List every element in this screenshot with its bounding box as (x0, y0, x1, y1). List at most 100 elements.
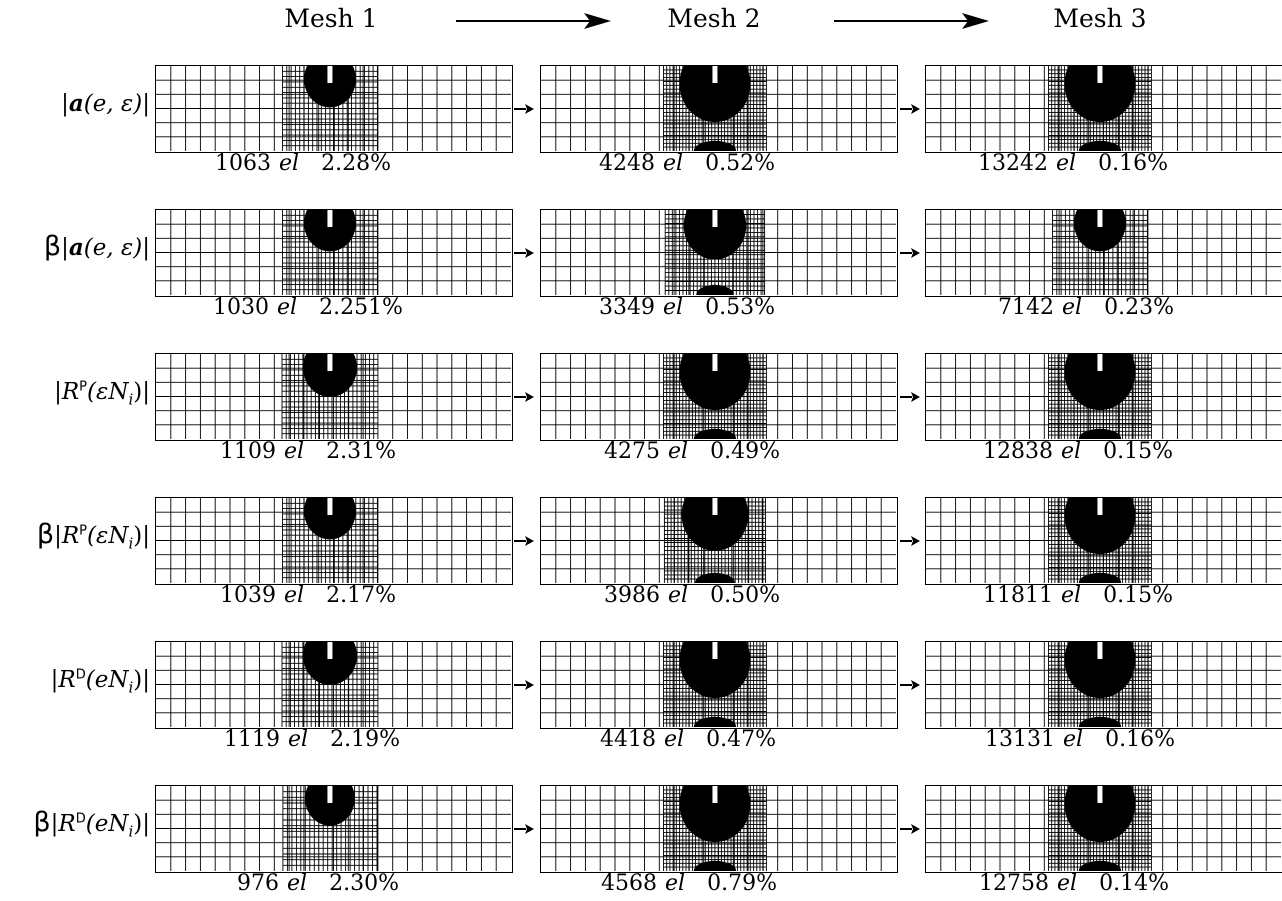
refinement-zone (1064, 642, 1136, 699)
element-count: 7142 (998, 295, 1055, 320)
label-superscript: P (79, 523, 87, 539)
element-count: 13131 (985, 727, 1056, 752)
mesh-panel-row5-col2 (540, 641, 898, 729)
beta-symbol: β (33, 807, 51, 838)
element-unit: el (1056, 151, 1077, 176)
element-unit: el (664, 727, 685, 752)
error-percent: 2.17% (326, 583, 396, 608)
beta-symbol: β (36, 519, 55, 550)
refinement-zone (679, 354, 751, 411)
label-symbol: R (61, 523, 80, 549)
refinement-zone-bottom (1078, 428, 1122, 439)
notch (1097, 498, 1103, 515)
mesh-caption: 13242 el 0.16% (923, 151, 1223, 176)
header-arrow-2 (834, 13, 989, 29)
error-percent: 2.30% (329, 871, 399, 896)
error-percent: 0.16% (1105, 727, 1175, 752)
element-count: 1109 (220, 439, 277, 464)
mesh-panel-row1-col2 (540, 65, 898, 153)
refinement-zone (1064, 354, 1136, 411)
refinement-zone (305, 786, 355, 826)
element-count: 3349 (599, 295, 656, 320)
label-bar: | (61, 91, 69, 117)
mesh-panel-row6-col3 (925, 785, 1282, 873)
mesh-panel-row3-col3 (925, 353, 1282, 441)
row-arrow-1 (514, 248, 534, 258)
label-symbol: a (68, 90, 84, 117)
row-arrow-2 (900, 824, 920, 834)
notch (327, 354, 333, 371)
refinement-zone-bottom (1078, 860, 1122, 871)
mesh-panel-row2-col3 (925, 209, 1282, 297)
refinement-zone-bottom (696, 284, 734, 295)
refinement-zone (1074, 210, 1126, 252)
label-superscript: P (79, 379, 87, 395)
row-arrow-2 (900, 680, 920, 690)
row-label: β|a(e, ε)| (0, 231, 150, 262)
element-unit: el (284, 583, 305, 608)
mesh-panel-row2-col1 (155, 209, 513, 297)
notch (1097, 66, 1103, 83)
error-percent: 0.15% (1103, 439, 1173, 464)
row-arrow-1 (514, 104, 534, 114)
element-unit: el (1061, 439, 1082, 464)
error-percent: 0.50% (710, 583, 780, 608)
label-bar: | (50, 667, 59, 693)
notch (712, 210, 718, 227)
label-close: )| (133, 523, 150, 549)
label-bar: | (54, 523, 62, 549)
notch (1097, 354, 1103, 371)
label-subscript: i (128, 390, 134, 409)
element-count: 4418 (600, 727, 657, 752)
element-count: 1119 (224, 727, 281, 752)
mesh-caption: 4275 el 0.49% (542, 439, 842, 464)
notch (327, 498, 333, 515)
notch (327, 642, 333, 659)
label-arguments: (eN (85, 667, 129, 693)
label-subscript: i (128, 534, 134, 553)
mesh-panel-row4-col1 (155, 497, 513, 585)
notch (712, 354, 718, 371)
mesh-panel-row1-col3 (925, 65, 1282, 153)
refinement-zone-bottom (693, 716, 737, 727)
label-subscript: i (128, 678, 134, 697)
label-bar: | (61, 235, 69, 261)
refinement-zone-bottom (693, 140, 737, 151)
element-unit: el (1061, 583, 1082, 608)
mesh-caption: 4418 el 0.47% (538, 727, 838, 752)
notch (1097, 786, 1103, 803)
notch (327, 786, 333, 803)
error-percent: 2.28% (321, 151, 391, 176)
mesh-caption: 1119 el 2.19% (162, 727, 462, 752)
element-count: 3986 (604, 583, 661, 608)
label-bar: | (50, 811, 59, 837)
error-percent: 0.15% (1103, 583, 1173, 608)
error-percent: 0.53% (705, 295, 775, 320)
refinement-zone (304, 66, 356, 108)
mesh-caption: 13131 el 0.16% (930, 727, 1230, 752)
element-unit: el (663, 151, 684, 176)
mesh-caption: 3986 el 0.50% (542, 583, 842, 608)
error-percent: 0.16% (1098, 151, 1168, 176)
element-count: 1039 (220, 583, 277, 608)
label-arguments: (eN (85, 811, 129, 837)
mesh-caption: 1063 el 2.28% (153, 151, 453, 176)
error-percent: 2.251% (319, 295, 403, 320)
refinement-zone (302, 642, 357, 686)
row-arrow-2 (900, 392, 920, 402)
error-percent: 0.49% (710, 439, 780, 464)
notch (1097, 210, 1103, 227)
row-arrow-2 (900, 248, 920, 258)
row-arrow-1 (514, 536, 534, 546)
mesh-caption: 1030 el 2.251% (158, 295, 458, 320)
element-unit: el (668, 439, 689, 464)
refinement-zone-bottom (1078, 140, 1122, 151)
element-unit: el (665, 871, 686, 896)
mesh-panel-row2-col2 (540, 209, 898, 297)
element-unit: el (663, 295, 684, 320)
label-symbol: R (61, 379, 80, 405)
refinement-zone (679, 786, 751, 843)
mesh-caption: 976 el 2.30% (168, 871, 468, 896)
mesh-panel-row4-col2 (540, 497, 898, 585)
mesh-panel-row6-col1 (155, 785, 513, 873)
